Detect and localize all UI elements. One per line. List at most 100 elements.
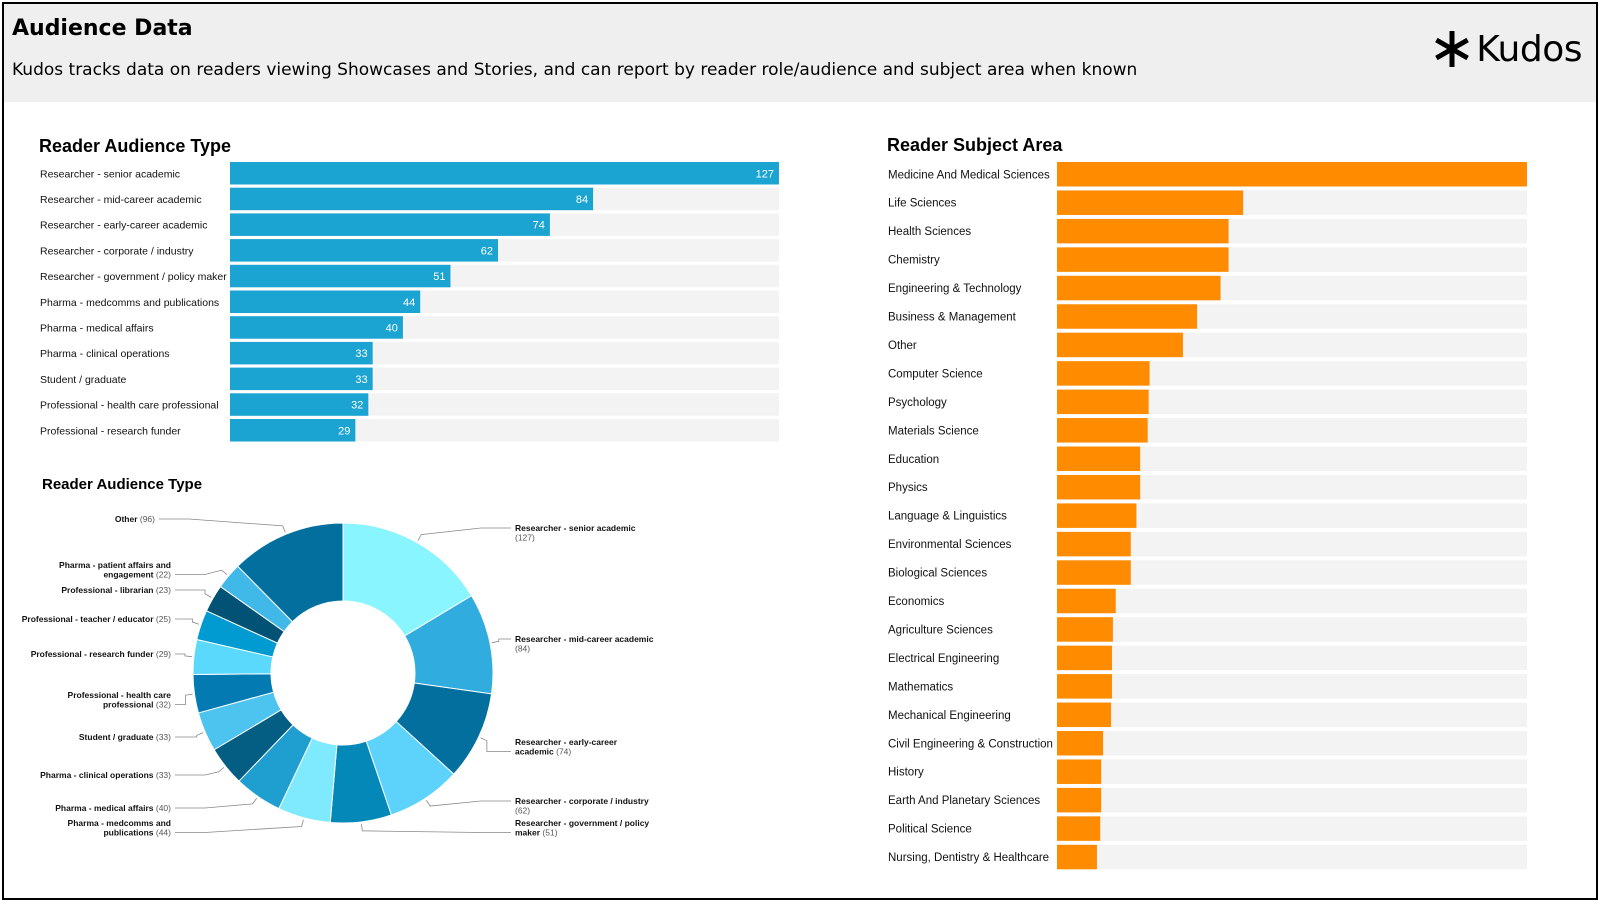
slice-label-pharma-medical-affairs: Pharma - medical affairs (40): [55, 803, 171, 813]
category-label-history: History: [888, 767, 924, 779]
bar-track: [1057, 531, 1527, 557]
value-label-professional-health-care-professional: 32: [351, 400, 363, 412]
category-label-mathematics: Mathematics: [888, 681, 953, 693]
category-label-researcher-corporate-industry: Researcher - corporate / industry: [40, 245, 194, 257]
value-label-pharma-medcomms-and-publications: 44: [403, 297, 415, 309]
bar-researcher-corporate-industry: [230, 239, 499, 262]
category-label-pharma-medical-affairs: Pharma - medical affairs: [40, 322, 154, 334]
leader-line: [175, 819, 304, 833]
value-label-student-graduate: 33: [355, 374, 367, 386]
leader-line: [425, 799, 511, 807]
bar-track: [1057, 674, 1527, 699]
bar-language-linguistics: [1057, 503, 1137, 528]
bar-life-sciences: [1057, 190, 1244, 215]
bar-track: [1057, 702, 1527, 728]
slice-label-pharma-medcomms-and-publications: Pharma - medcomms and publications (44): [68, 818, 172, 838]
category-label-environmental-sciences: Environmental Sciences: [888, 539, 1012, 551]
bar-medicine-and-medical-sciences: [1057, 162, 1527, 187]
bar-education: [1057, 446, 1141, 471]
audience-bar-title: Reader Audience Type: [39, 136, 232, 156]
bar-track: [1057, 645, 1527, 671]
value-label-pharma-clinical-operations: 33: [355, 348, 367, 360]
category-label-student-graduate: Student / graduate: [40, 374, 127, 386]
category-label-health-sciences: Health Sciences: [888, 226, 971, 238]
bar-economics: [1057, 588, 1116, 614]
category-label-economics: Economics: [888, 596, 944, 608]
category-label-physics: Physics: [888, 482, 928, 494]
category-label-electrical-engineering: Electrical Engineering: [888, 653, 999, 665]
slice-label-other: Other (96): [115, 514, 155, 524]
bar-electrical-engineering: [1057, 645, 1112, 671]
bar-pharma-clinical-operations: [230, 341, 373, 365]
bar-student-graduate: [230, 367, 373, 391]
bar-track: [1057, 731, 1527, 756]
leader-line: [175, 767, 225, 776]
category-label-professional-health-care-professional: Professional - health care professional: [40, 400, 219, 412]
bar-physics: [1057, 474, 1141, 500]
bar-history: [1057, 759, 1102, 784]
leader-line: [175, 618, 200, 625]
slice-researcher-senior-academic: [342, 522, 473, 637]
bar-nursing-dentistry-healthcare: [1057, 844, 1097, 870]
category-label-engineering-technology: Engineering & Technology: [888, 283, 1022, 295]
bar-chemistry: [1057, 247, 1229, 272]
value-label-pharma-medical-affairs: 40: [386, 322, 398, 334]
audience-donut-chart: Researcher - senior academic (127) Researc…: [22, 514, 654, 838]
subject-bar-title: Reader Subject Area: [887, 135, 1063, 155]
category-label-pharma-clinical-operations: Pharma - clinical operations: [40, 348, 170, 360]
bar-agriculture-sciences: [1057, 617, 1113, 642]
category-label-mechanical-engineering: Mechanical Engineering: [888, 710, 1011, 722]
leader-line: [175, 653, 192, 658]
category-label-biological-sciences: Biological Sciences: [888, 568, 987, 580]
category-label-political-science: Political Science: [888, 824, 972, 836]
bar-researcher-early-career-academic: [230, 213, 550, 236]
bar-track: [1057, 787, 1527, 813]
bar-earth-and-planetary-sciences: [1057, 787, 1102, 813]
bar-researcher-government-policy-maker: [230, 264, 451, 288]
logo-text: Kudos: [1476, 28, 1582, 70]
bar-track: [1057, 588, 1527, 614]
bar-track: [1057, 844, 1527, 870]
slice-label-researcher-senior-academic: Researcher - senior academic (127): [515, 523, 636, 543]
asterisk-icon: [1435, 31, 1470, 67]
category-label-other: Other: [888, 340, 917, 352]
subject-bar-chart: Medicine And Medical Sciences Life Scienc…: [888, 162, 1527, 870]
bar-mathematics: [1057, 674, 1112, 699]
page-title: Audience Data: [12, 16, 193, 41]
category-label-medicine-and-medical-sciences: Medicine And Medical Sciences: [888, 169, 1050, 181]
category-label-earth-and-planetary-sciences: Earth And Planetary Sciences: [888, 795, 1040, 807]
slice-other: [236, 522, 344, 623]
bar-mechanical-engineering: [1057, 702, 1112, 728]
category-label-pharma-medcomms-and-publications: Pharma - medcomms and publications: [40, 297, 219, 309]
bar-environmental-sciences: [1057, 531, 1131, 557]
leader-line: [175, 569, 228, 575]
category-label-researcher-mid-career-academic: Researcher - mid-career academic: [40, 194, 202, 206]
bar-professional-research-funder: [230, 419, 356, 442]
audience-donut-title: Reader Audience Type: [42, 476, 203, 493]
slice-label-pharma-patient-affairs-and-engagement: Pharma - patient affairs and engagement (…: [59, 560, 171, 580]
value-label-researcher-mid-career-academic: 84: [576, 194, 588, 206]
slice-label-researcher-early-career-academic: Researcher - early-career academic (74): [515, 737, 618, 757]
header-banner: Audience Data Kudos tracks data on reade…: [4, 4, 1596, 102]
audience-bar-chart: Researcher - senior academic 127 Researche…: [40, 162, 779, 442]
bar-health-sciences: [1057, 218, 1229, 244]
bar-business-management: [1057, 304, 1198, 329]
leader-line: [175, 732, 204, 738]
slice-label-professional-health-care-professional: Professional - health care professional (…: [68, 690, 172, 710]
slice-label-pharma-clinical-operations: Pharma - clinical operations (33): [40, 770, 171, 780]
value-label-researcher-corporate-industry: 62: [481, 245, 493, 257]
bar-other: [1057, 332, 1183, 358]
bar-track: [1057, 816, 1527, 841]
leader-line: [175, 589, 212, 598]
bar-professional-health-care-professional: [230, 393, 369, 416]
bar-engineering-technology: [1057, 275, 1221, 301]
category-label-agriculture-sciences: Agriculture Sciences: [888, 624, 993, 636]
bar-civil-engineering-construction: [1057, 731, 1104, 756]
bar-researcher-senior-academic: [230, 162, 779, 185]
bar-track: [1057, 617, 1527, 642]
slice-label-professional-research-funder: Professional - research funder (29): [31, 649, 171, 659]
bar-materials-science: [1057, 418, 1148, 443]
bar-track: [1057, 759, 1527, 784]
value-label-researcher-senior-academic: 127: [756, 168, 774, 180]
leader-line: [175, 693, 193, 705]
